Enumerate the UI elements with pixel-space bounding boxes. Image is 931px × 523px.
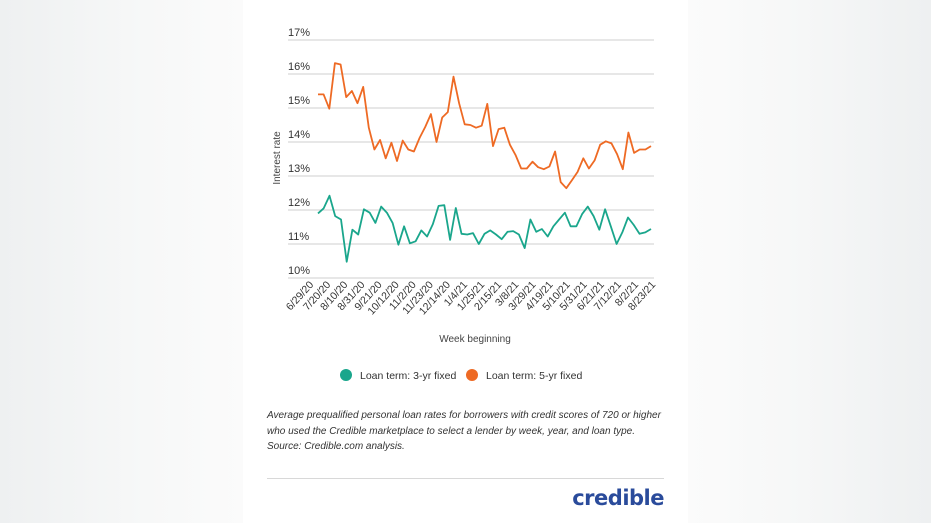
divider — [267, 478, 664, 479]
chart-card — [243, 0, 688, 523]
series-lines — [317, 62, 652, 263]
series-line-5yr — [318, 62, 652, 190]
legend-marker-5yr — [466, 369, 478, 381]
grid-lines — [288, 39, 654, 279]
line-chart: 17% 16% 15% 14% 13% 12% 11% 10% 6/29/207/20/208… — [272, 27, 658, 382]
chart-caption: Average prequalified personal loan rates… — [267, 410, 661, 452]
x-axis-title: Week beginning — [439, 334, 511, 345]
x-axis-ticks: 6/29/207/20/208/10/208/31/209/21/2010/12… — [284, 279, 658, 318]
y-tick-label: 13% — [288, 163, 310, 175]
y-tick-label: 11% — [288, 231, 309, 243]
legend-label-5yr: Loan term: 5-yr fixed — [486, 370, 582, 382]
y-tick-label: 12% — [288, 197, 310, 209]
credible-logo: credible — [572, 486, 664, 510]
legend-marker-3yr — [340, 369, 352, 381]
y-tick-label: 10% — [288, 265, 310, 277]
y-tick-label: 16% — [288, 61, 310, 73]
legend: Loan term: 3-yr fixed Loan term: 5-yr fi… — [340, 369, 582, 382]
background-right — [688, 0, 931, 523]
y-tick-label: 17% — [288, 27, 310, 39]
legend-label-3yr: Loan term: 3-yr fixed — [360, 370, 456, 382]
series-line-3yr — [317, 194, 652, 263]
background-left — [0, 0, 243, 523]
y-axis-title: Interest rate — [272, 131, 283, 185]
y-tick-label: 15% — [288, 95, 310, 107]
y-axis-ticks: 17% 16% 15% 14% 13% 12% 11% 10% — [288, 27, 310, 277]
y-tick-label: 14% — [288, 129, 310, 141]
